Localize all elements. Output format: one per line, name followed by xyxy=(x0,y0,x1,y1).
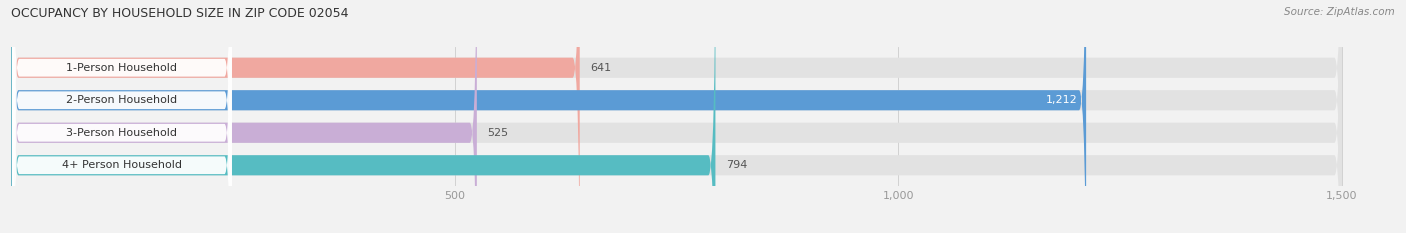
FancyBboxPatch shape xyxy=(11,0,1341,233)
FancyBboxPatch shape xyxy=(11,0,477,233)
FancyBboxPatch shape xyxy=(11,0,579,233)
Text: 794: 794 xyxy=(725,160,748,170)
Text: 525: 525 xyxy=(488,128,509,138)
Text: 1,212: 1,212 xyxy=(1046,95,1077,105)
Text: 4+ Person Household: 4+ Person Household xyxy=(62,160,181,170)
FancyBboxPatch shape xyxy=(13,0,232,233)
FancyBboxPatch shape xyxy=(13,0,232,233)
FancyBboxPatch shape xyxy=(11,0,1341,233)
Text: OCCUPANCY BY HOUSEHOLD SIZE IN ZIP CODE 02054: OCCUPANCY BY HOUSEHOLD SIZE IN ZIP CODE … xyxy=(11,7,349,20)
FancyBboxPatch shape xyxy=(13,0,232,233)
Text: 1-Person Household: 1-Person Household xyxy=(66,63,177,73)
FancyBboxPatch shape xyxy=(11,0,1341,233)
FancyBboxPatch shape xyxy=(11,0,716,233)
Text: 3-Person Household: 3-Person Household xyxy=(66,128,177,138)
FancyBboxPatch shape xyxy=(13,0,232,233)
Text: Source: ZipAtlas.com: Source: ZipAtlas.com xyxy=(1284,7,1395,17)
FancyBboxPatch shape xyxy=(11,0,1085,233)
FancyBboxPatch shape xyxy=(11,0,1341,233)
Text: 641: 641 xyxy=(591,63,612,73)
Text: 2-Person Household: 2-Person Household xyxy=(66,95,177,105)
